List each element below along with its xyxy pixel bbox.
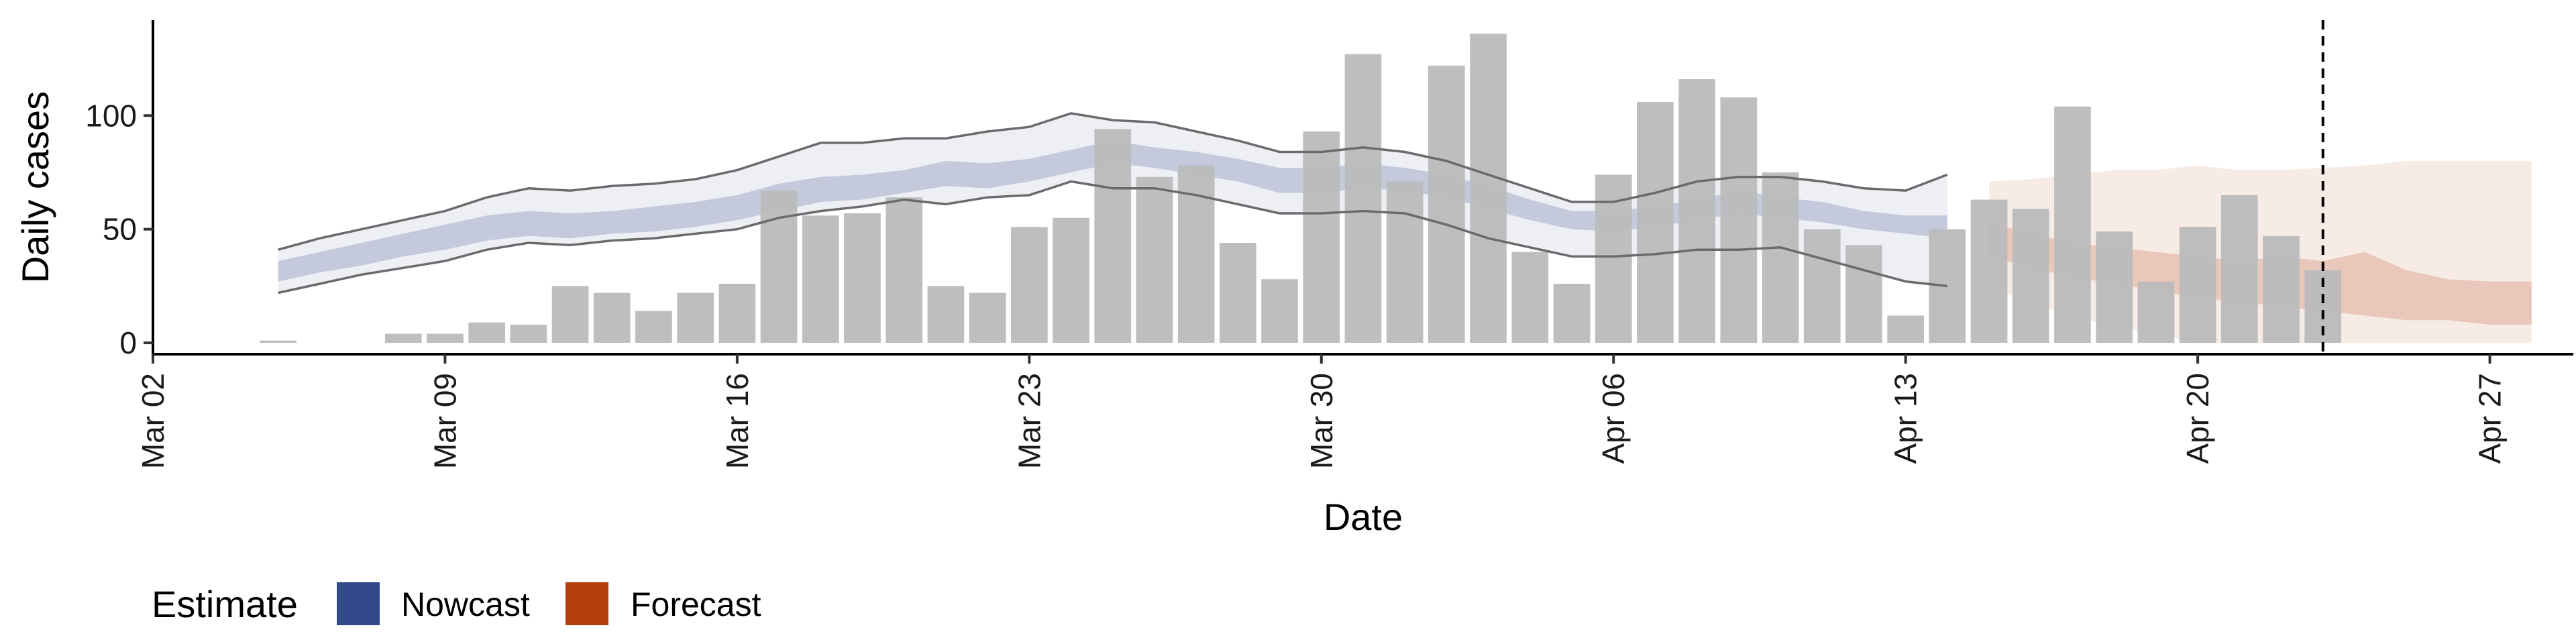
x-tick-label: Mar 16 <box>720 373 755 469</box>
bar-2020-04-04 <box>1511 252 1549 343</box>
x-axis-title: Date <box>1324 496 1403 538</box>
bar-2020-03-10 <box>468 322 505 343</box>
bar-2020-03-14 <box>635 311 672 343</box>
bar-2020-03-12 <box>551 286 589 343</box>
bar-2020-03-18 <box>802 215 839 343</box>
bar-2020-04-16 <box>2012 209 2049 343</box>
bar-2020-04-17 <box>2054 106 2091 343</box>
bar-2020-04-03 <box>1470 34 1507 343</box>
outer-interval-lines <box>278 112 1948 294</box>
bar-2020-04-02 <box>1428 65 1465 343</box>
bar-2020-03-09 <box>427 333 464 343</box>
bar-2020-04-19 <box>2137 281 2175 343</box>
x-tick-label: Apr 20 <box>2180 373 2215 464</box>
bar-2020-03-08 <box>384 333 422 343</box>
y-axis-ticks: 0 50 100 <box>85 98 153 360</box>
bar-2020-04-15 <box>1970 199 2008 343</box>
y-tick-label: 50 <box>103 212 137 247</box>
bar-2020-03-31 <box>1344 54 1382 343</box>
x-axis-ticks: Mar 02 Mar 09 Mar 16 Mar 23 Mar 30 Apr 06 Apr … <box>136 354 2508 469</box>
bar-2020-04-20 <box>2179 227 2216 343</box>
x-tick-label: Mar 30 <box>1304 373 1339 469</box>
nowcast-lower-line <box>278 180 1948 294</box>
bar-2020-03-29 <box>1261 279 1298 343</box>
bar-2020-03-19 <box>844 213 881 343</box>
x-tick-label: Apr 06 <box>1596 373 1631 464</box>
bar-2020-03-21 <box>927 286 965 343</box>
x-tick-label: Mar 02 <box>136 373 170 469</box>
bar-2020-04-13 <box>1887 315 1924 343</box>
reported-cases-bars <box>260 34 2342 343</box>
legend-label-nowcast: Nowcast <box>401 586 530 623</box>
bar-2020-03-24 <box>1053 217 1089 343</box>
bar-2020-04-11 <box>1803 229 1841 343</box>
bar-2020-03-16 <box>718 284 756 343</box>
y-tick-label: 0 <box>119 325 137 360</box>
forecast-inner-band <box>1989 222 2532 325</box>
bar-2020-03-11 <box>510 325 547 343</box>
nowcast-upper-line <box>278 112 1948 251</box>
bar-2020-04-21 <box>2221 195 2258 343</box>
bar-2020-03-05 <box>260 340 297 343</box>
bar-2020-04-08 <box>1678 79 1715 343</box>
bar-2020-04-22 <box>2263 235 2300 343</box>
bar-2020-03-20 <box>885 197 923 343</box>
x-tick-label: Mar 09 <box>427 373 462 469</box>
bar-2020-04-10 <box>1762 172 1799 343</box>
bar-2020-04-09 <box>1720 97 1758 343</box>
legend: Estimate Nowcast Forecast <box>152 582 761 625</box>
legend-swatch-nowcast <box>337 582 380 625</box>
bar-2020-03-13 <box>593 292 631 343</box>
y-axis-title: Daily cases <box>14 91 56 283</box>
bar-2020-04-12 <box>1845 245 1882 343</box>
legend-swatch-forecast <box>566 582 608 625</box>
bar-2020-03-15 <box>677 292 714 343</box>
legend-label-forecast: Forecast <box>631 586 761 623</box>
axes <box>152 20 2573 356</box>
x-tick-label: Apr 13 <box>1888 373 1923 464</box>
x-tick-label: Apr 27 <box>2473 373 2508 464</box>
bar-2020-04-05 <box>1553 284 1591 343</box>
bar-2020-04-01 <box>1386 181 1424 343</box>
bar-2020-03-25 <box>1094 129 1132 343</box>
legend-title: Estimate <box>152 583 298 625</box>
bar-2020-03-17 <box>760 191 798 343</box>
bar-2020-03-28 <box>1220 243 1256 343</box>
bar-2020-03-23 <box>1011 227 1048 343</box>
bar-2020-03-26 <box>1136 176 1173 343</box>
x-tick-label: Mar 23 <box>1012 373 1046 469</box>
bar-2020-04-18 <box>2096 231 2133 343</box>
bar-2020-03-22 <box>969 292 1006 343</box>
bar-2020-04-07 <box>1637 102 1674 343</box>
y-tick-label: 100 <box>85 98 137 133</box>
bar-2020-03-30 <box>1303 131 1340 343</box>
